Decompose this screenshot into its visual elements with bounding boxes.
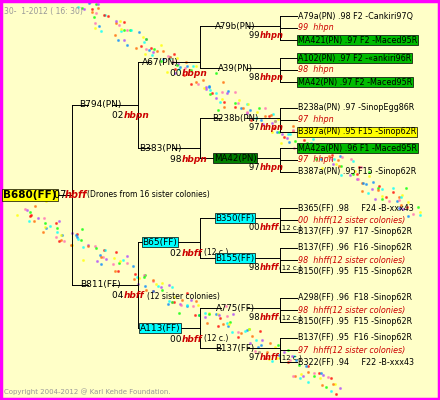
Text: 97: 97 <box>249 354 262 362</box>
Text: 98  hhpn: 98 hhpn <box>298 66 334 74</box>
Text: B811(FF): B811(FF) <box>80 280 120 290</box>
Text: 00: 00 <box>170 334 184 344</box>
Text: B365(FF) .98     F24 -B-xxx43: B365(FF) .98 F24 -B-xxx43 <box>298 204 414 212</box>
Text: (12 c.): (12 c.) <box>279 225 302 231</box>
Text: B387a(PN) .95 F15 -Sinop62R: B387a(PN) .95 F15 -Sinop62R <box>298 128 416 136</box>
Text: B383(PN): B383(PN) <box>139 144 181 152</box>
Text: (12 c.): (12 c.) <box>279 315 302 321</box>
Text: hbff: hbff <box>65 190 88 200</box>
Text: 97  hhpn: 97 hhpn <box>298 156 334 164</box>
Text: 97  hhff(12 sister colonies): 97 hhff(12 sister colonies) <box>298 346 405 354</box>
Text: 04: 04 <box>112 292 126 300</box>
Text: 97: 97 <box>249 164 262 172</box>
Text: 97: 97 <box>249 124 262 132</box>
Text: B150(FF) .95  F15 -Sinop62R: B150(FF) .95 F15 -Sinop62R <box>298 318 412 326</box>
Text: hbpn: hbpn <box>182 154 208 164</box>
Text: (12 c.): (12 c.) <box>204 248 228 258</box>
Text: (12 c.): (12 c.) <box>204 334 228 344</box>
Text: 07: 07 <box>54 190 70 200</box>
Text: 02: 02 <box>112 112 126 120</box>
Text: 02: 02 <box>170 248 184 258</box>
Text: hhff: hhff <box>260 354 279 362</box>
Text: B137(FF) .97  F17 -Sinop62R: B137(FF) .97 F17 -Sinop62R <box>298 228 412 236</box>
Text: B680(FF): B680(FF) <box>3 190 57 200</box>
Text: A39(PN): A39(PN) <box>217 64 253 72</box>
Text: (12 sister colonies): (12 sister colonies) <box>147 292 220 300</box>
Text: hhff: hhff <box>260 264 279 272</box>
Text: hbpn: hbpn <box>124 112 150 120</box>
Text: hhpn: hhpn <box>260 124 284 132</box>
Text: hbff: hbff <box>182 248 203 258</box>
Text: hhpn: hhpn <box>260 164 284 172</box>
Text: B238a(PN) .97 -SinopEgg86R: B238a(PN) .97 -SinopEgg86R <box>298 104 414 112</box>
Text: 97  hhpn: 97 hhpn <box>298 116 334 124</box>
Text: MA42(PN) .97 F2 -Maced95R: MA42(PN) .97 F2 -Maced95R <box>298 78 412 86</box>
Text: A79a(PN) .98 F2 -Cankiri97Q: A79a(PN) .98 F2 -Cankiri97Q <box>298 12 413 20</box>
Text: 98  hhff(12 sister colonies): 98 hhff(12 sister colonies) <box>298 256 405 264</box>
Text: (Drones from 16 sister colonies): (Drones from 16 sister colonies) <box>87 190 210 200</box>
Text: MA42a(PN) .96 F1 -Maced95R: MA42a(PN) .96 F1 -Maced95R <box>298 144 417 152</box>
Text: hbpn: hbpn <box>182 68 208 78</box>
Text: MA42(PN): MA42(PN) <box>214 154 257 162</box>
Text: A79b(PN): A79b(PN) <box>215 22 255 30</box>
Text: 98  hhff(12 sister colonies): 98 hhff(12 sister colonies) <box>298 306 405 314</box>
Text: B155(FF): B155(FF) <box>216 254 255 262</box>
Text: 98: 98 <box>249 264 262 272</box>
Text: 30-  1-2012 ( 16: 30): 30- 1-2012 ( 16: 30) <box>4 7 83 16</box>
Text: 98: 98 <box>249 314 262 322</box>
Text: B238b(PN): B238b(PN) <box>212 114 258 122</box>
Text: (12 c.): (12 c.) <box>279 355 302 361</box>
Text: hhpn: hhpn <box>260 32 284 40</box>
Text: A113(FF): A113(FF) <box>139 324 180 332</box>
Text: B322(FF) .94     F22 -B-xxx43: B322(FF) .94 F22 -B-xxx43 <box>298 358 414 366</box>
Text: A67(PN): A67(PN) <box>142 58 178 66</box>
Text: B137(FF) .96  F16 -Sinop62R: B137(FF) .96 F16 -Sinop62R <box>298 244 412 252</box>
Text: 00  hhff(12 sister colonies): 00 hhff(12 sister colonies) <box>298 216 405 224</box>
Text: hhff: hhff <box>260 224 279 232</box>
Text: A775(FF): A775(FF) <box>216 304 254 312</box>
Text: B137(FF): B137(FF) <box>216 344 255 352</box>
Text: MA421(PN) .97 F2 -Maced95R: MA421(PN) .97 F2 -Maced95R <box>298 36 417 44</box>
Text: A102(PN) .97 F2 -«ankiri96R: A102(PN) .97 F2 -«ankiri96R <box>298 54 411 62</box>
Text: B137(FF) .95  F16 -Sinop62R: B137(FF) .95 F16 -Sinop62R <box>298 334 412 342</box>
Text: (12 c.): (12 c.) <box>279 265 302 271</box>
Text: B794(PN): B794(PN) <box>79 100 121 110</box>
Text: Copyright 2004-2012 @ Karl Kehde Foundation.: Copyright 2004-2012 @ Karl Kehde Foundat… <box>4 388 171 395</box>
Text: B350(FF): B350(FF) <box>216 214 255 222</box>
Text: 98: 98 <box>170 154 184 164</box>
Text: B387a(PN) .95 F15 -Sinop62R: B387a(PN) .95 F15 -Sinop62R <box>298 168 416 176</box>
Text: B150(FF) .95  F15 -Sinop62R: B150(FF) .95 F15 -Sinop62R <box>298 268 412 276</box>
Text: 00: 00 <box>249 224 262 232</box>
Text: hbff: hbff <box>182 334 203 344</box>
Text: hbff: hbff <box>124 292 145 300</box>
Text: B65(FF): B65(FF) <box>143 238 177 246</box>
Text: 00: 00 <box>170 68 184 78</box>
Text: A298(FF) .96  F18 -Sinop62R: A298(FF) .96 F18 -Sinop62R <box>298 294 412 302</box>
Text: 98: 98 <box>249 74 262 82</box>
Text: hhff: hhff <box>260 314 279 322</box>
Text: hhpn: hhpn <box>260 74 284 82</box>
Text: 99  hhpn: 99 hhpn <box>298 24 334 32</box>
Text: 99: 99 <box>249 32 262 40</box>
